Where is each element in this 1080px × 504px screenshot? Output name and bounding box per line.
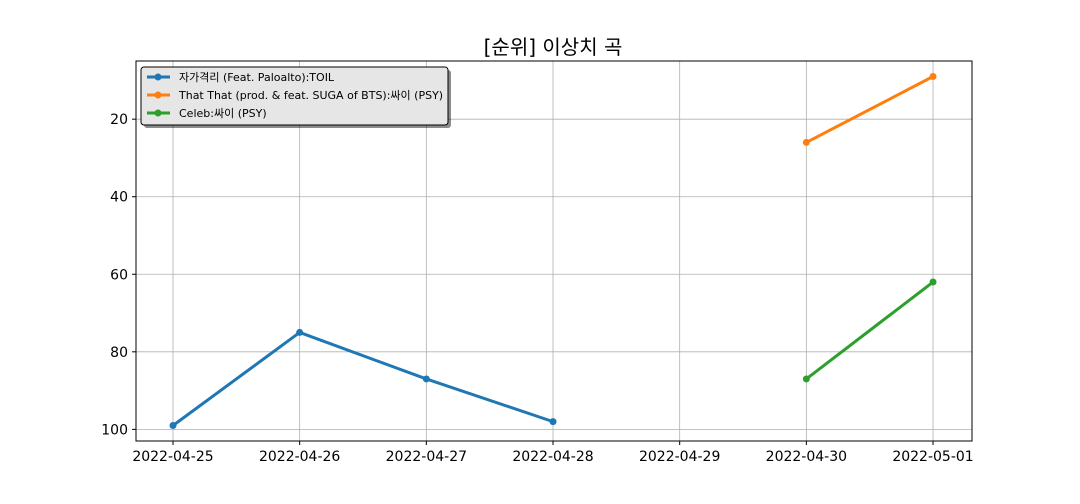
data-point [169, 421, 177, 429]
y-tick-label: 100 [101, 422, 128, 438]
y-tick-label: 20 [110, 112, 128, 128]
x-tick-label: 2022-04-25 [132, 449, 213, 465]
legend-label: Celeb:싸이 (PSY) [179, 107, 267, 120]
legend-marker [154, 91, 162, 99]
legend: 자가격리 (Feat. Paloalto):TOIL That That (pro… [140, 66, 451, 128]
legend-label: That That (prod. & feat. SUGA of BTS):싸이… [178, 89, 443, 102]
legend-marker [154, 109, 162, 117]
series-line [805, 75, 934, 144]
data-point [929, 278, 937, 286]
data-point [802, 375, 810, 383]
series-1 [169, 328, 557, 429]
y-tick-label: 40 [110, 190, 128, 206]
data-point [802, 138, 810, 146]
x-tick-label: 2022-04-28 [512, 449, 593, 465]
legend-box [140, 66, 449, 126]
data-point [422, 375, 430, 383]
data-point [929, 73, 937, 81]
series-line [805, 280, 934, 381]
data-point [549, 418, 557, 426]
y-axis: 20 40 60 80 100 [101, 112, 136, 438]
y-tick-label: 60 [110, 267, 128, 283]
series-line [172, 330, 554, 427]
x-axis: 2022-04-25 2022-04-26 2022-04-27 2022-04-28… [132, 441, 974, 465]
legend-marker [154, 73, 162, 81]
x-tick-label: 2022-04-27 [386, 449, 467, 465]
y-tick-label: 80 [110, 345, 128, 361]
x-tick-label: 2022-04-26 [259, 449, 340, 465]
x-tick-label: 2022-04-30 [766, 449, 847, 465]
x-tick-label: 2022-05-01 [892, 449, 973, 465]
series-2 [802, 73, 937, 146]
x-tick-label: 2022-04-29 [639, 449, 720, 465]
chart-title: [순위] 이상치 곡 [484, 35, 623, 59]
series-3 [802, 278, 937, 383]
plot-frame [135, 60, 973, 442]
legend-label: 자가격리 (Feat. Paloalto):TOIL [179, 71, 335, 84]
series-lines [169, 73, 937, 429]
data-point [296, 328, 304, 336]
